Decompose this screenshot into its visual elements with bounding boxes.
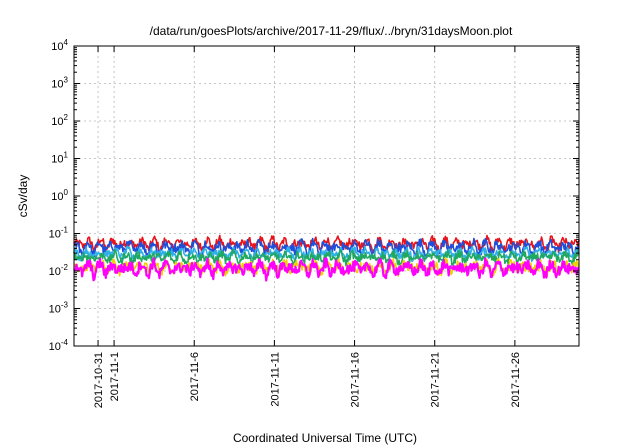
x-tick-label: 2017-11-26 (510, 352, 522, 407)
x-axis-label: Coordinated Universal Time (UTC) (233, 431, 417, 445)
x-tick-label: 2017-11-16 (350, 352, 362, 407)
chart-title: /data/run/goesPlots/archive/2017-11-29/f… (150, 24, 513, 38)
x-tick-label: 2017-11-11 (269, 352, 281, 407)
y-tick-label: 10-1 (49, 226, 69, 241)
x-tick-label: 2017-10-31 (93, 352, 105, 408)
y-axis: 10-4 10-3 10-2 10-1 100 101 102 103 104 (49, 38, 579, 353)
y-axis-label: cSv/day (16, 175, 30, 218)
y-tick-label: 101 (51, 151, 68, 166)
y-tick-label: 103 (51, 76, 68, 91)
x-tick-label: 2017-11-21 (430, 352, 442, 407)
series-line (72, 257, 580, 282)
series-line (73, 248, 580, 267)
y-tick-label: 100 (51, 188, 68, 203)
y-tick-label: 102 (51, 113, 68, 128)
y-tick-label: 10-4 (49, 338, 69, 353)
x-tick-label: 2017-11-6 (189, 352, 201, 401)
y-tick-label: 10-3 (49, 301, 69, 316)
x-tick-label: 2017-11-1 (109, 352, 121, 401)
grid-lines (74, 46, 579, 346)
y-tick-label: 104 (51, 38, 68, 53)
series-group (72, 234, 580, 282)
x-axis: 2017-10-31 2017-11-1 2017-11-6 2017-11-11 20… (93, 46, 522, 408)
y-tick-label: 10-2 (49, 263, 69, 278)
